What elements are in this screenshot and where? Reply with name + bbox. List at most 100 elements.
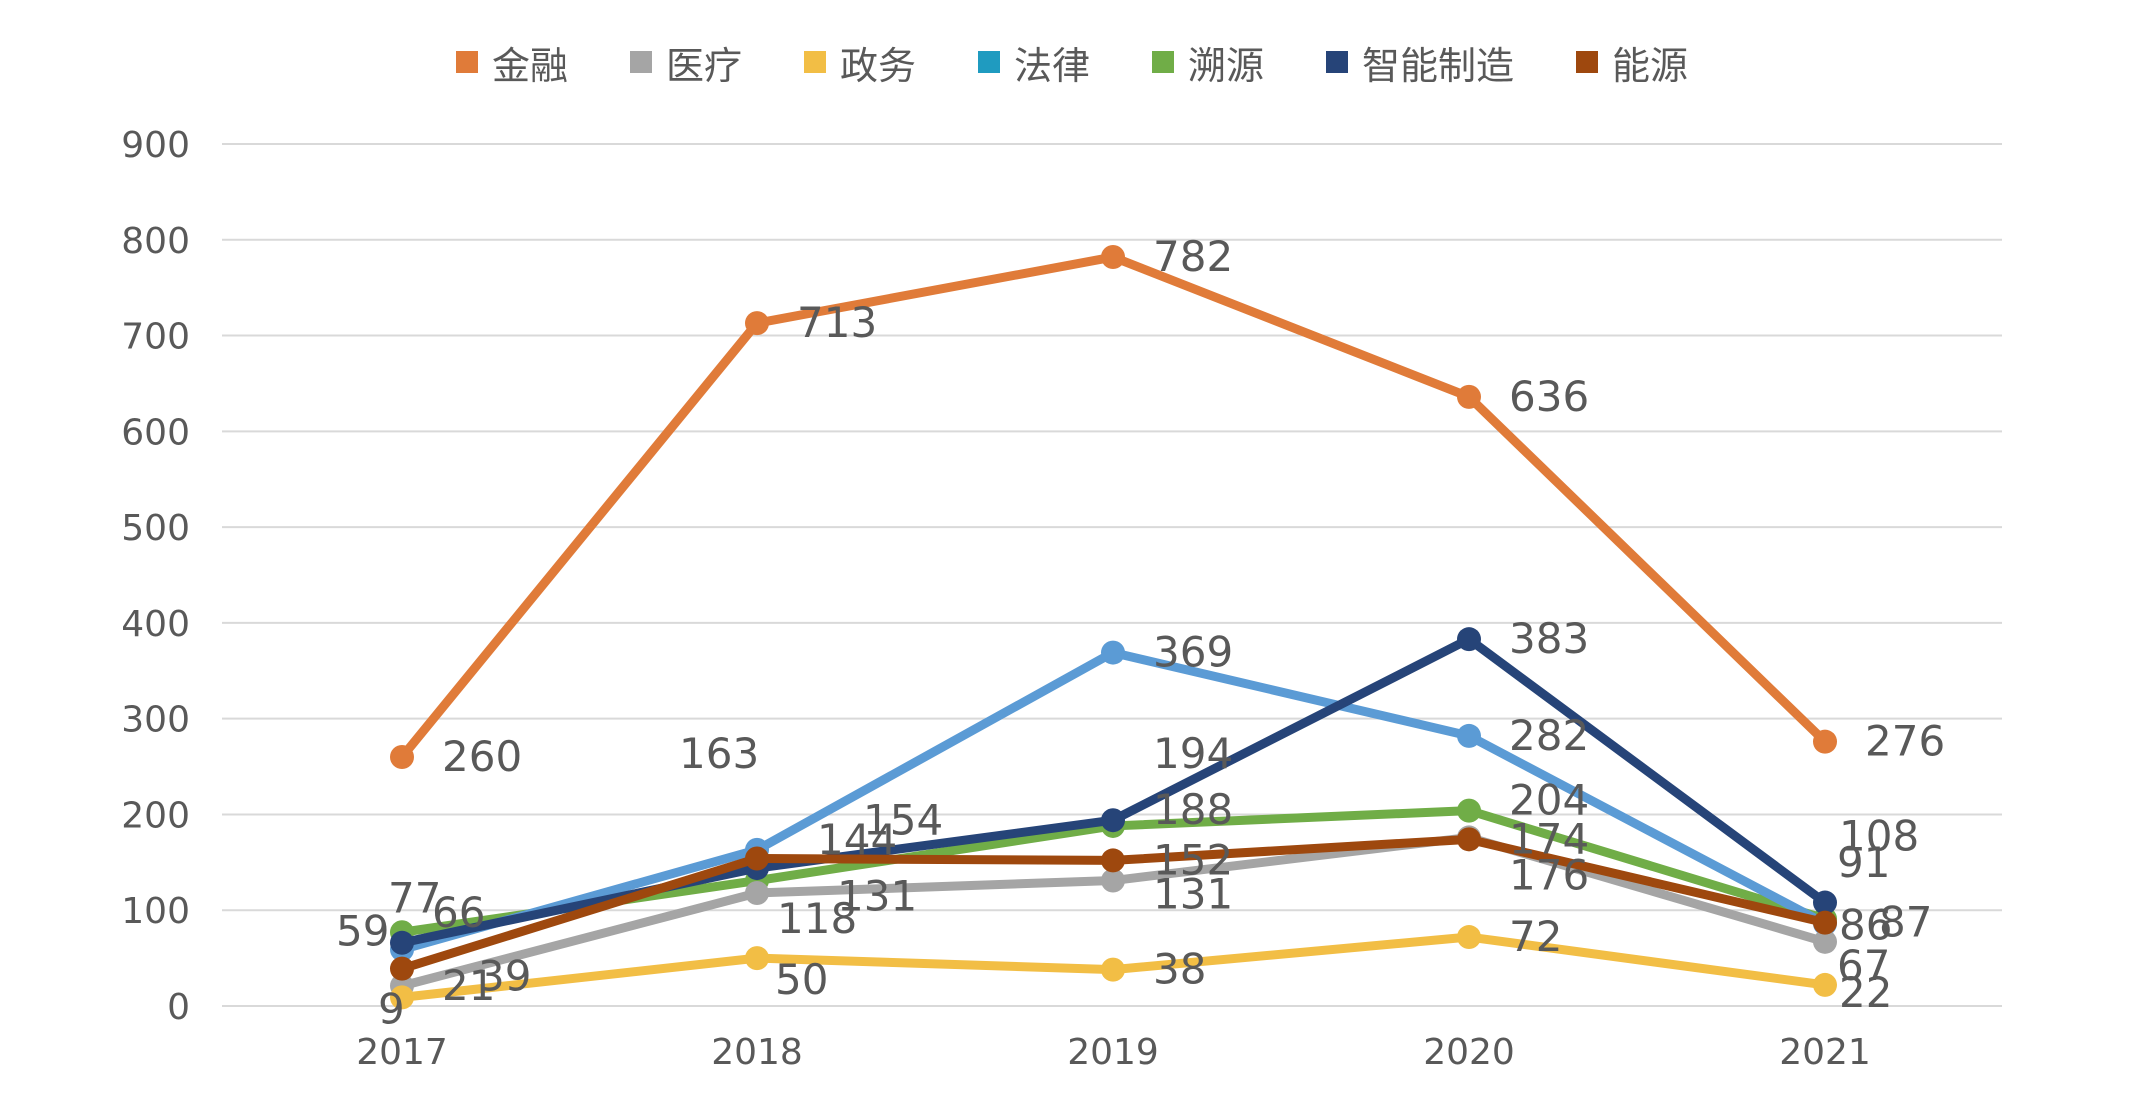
data-label: 713 bbox=[797, 298, 877, 347]
data-point bbox=[745, 846, 769, 871]
y-tick-label: 700 bbox=[121, 317, 190, 358]
data-label: 131 bbox=[1153, 870, 1233, 919]
legend-item: 智能制造 bbox=[1326, 35, 1514, 90]
legend-swatch bbox=[1326, 51, 1349, 73]
data-label: 194 bbox=[1153, 729, 1233, 778]
data-point bbox=[1813, 972, 1837, 997]
data-point bbox=[390, 744, 414, 769]
legend-swatch bbox=[977, 51, 1000, 73]
data-point bbox=[1101, 868, 1125, 893]
y-tick-label: 200 bbox=[121, 795, 190, 836]
data-point bbox=[1457, 723, 1481, 748]
legend-label: 法律 bbox=[1013, 43, 1090, 88]
data-point bbox=[1457, 627, 1481, 652]
legend-label: 医疗 bbox=[665, 43, 742, 88]
data-point bbox=[1101, 640, 1125, 665]
legend-item: 政务 bbox=[803, 35, 916, 90]
data-label: 118 bbox=[777, 894, 857, 943]
x-tick-label: 2017 bbox=[356, 1032, 448, 1073]
series-4 bbox=[390, 640, 1837, 962]
data-label: 176 bbox=[1509, 850, 1589, 899]
data-label: 131 bbox=[837, 872, 917, 921]
legend: 金融 医疗 政务 法律 溯源 智能制造 能源 bbox=[0, 32, 2144, 92]
data-label: 50 bbox=[775, 955, 828, 1004]
data-label: 152 bbox=[1153, 835, 1233, 884]
data-point bbox=[390, 956, 414, 981]
legend-label: 智能制造 bbox=[1362, 43, 1515, 88]
data-label: 21 bbox=[442, 961, 495, 1010]
data-label: 39 bbox=[478, 952, 531, 1001]
x-tick-label: 2021 bbox=[1779, 1032, 1871, 1073]
series-7 bbox=[390, 827, 1837, 981]
data-point bbox=[1813, 929, 1837, 954]
data-label: 636 bbox=[1509, 372, 1589, 421]
y-tick-label: 300 bbox=[121, 700, 190, 741]
legend-label: 金融 bbox=[491, 43, 568, 88]
data-point bbox=[1101, 245, 1125, 270]
legend-item: 医疗 bbox=[629, 35, 742, 90]
y-tick-label: 0 bbox=[167, 987, 190, 1028]
x-axis-ticks: 2017 2018 2019 2020 2021 bbox=[356, 1032, 1871, 1073]
data-label: 383 bbox=[1509, 614, 1589, 663]
legend-item: 能源 bbox=[1576, 35, 1688, 90]
y-axis-ticks: 0 100 200 300 400 500 600 700 800 900 bbox=[121, 125, 190, 1028]
x-tick-label: 2020 bbox=[1423, 1032, 1515, 1073]
legend-label: 溯源 bbox=[1188, 43, 1265, 88]
legend-swatch bbox=[803, 51, 826, 73]
data-point bbox=[1457, 925, 1481, 950]
data-label: 782 bbox=[1153, 232, 1233, 281]
data-label: 38 bbox=[1153, 945, 1206, 994]
data-point bbox=[1457, 827, 1481, 852]
data-point bbox=[1101, 808, 1125, 833]
y-tick-label: 400 bbox=[121, 604, 190, 645]
y-tick-label: 900 bbox=[121, 125, 190, 166]
legend-swatch bbox=[1576, 51, 1599, 73]
legend-swatch bbox=[455, 51, 478, 73]
data-label: 67 bbox=[1837, 941, 1890, 990]
legend-label: 政务 bbox=[839, 43, 916, 88]
legend-swatch bbox=[1152, 51, 1174, 73]
y-tick-label: 100 bbox=[121, 891, 190, 932]
data-point bbox=[1101, 848, 1125, 873]
data-label: 22 bbox=[1839, 968, 1892, 1017]
series-lines bbox=[390, 245, 1837, 1010]
data-label: 188 bbox=[1153, 785, 1233, 834]
data-point bbox=[390, 930, 414, 955]
data-point bbox=[745, 946, 769, 971]
data-label: 144 bbox=[817, 815, 897, 864]
data-label: 260 bbox=[442, 732, 522, 781]
data-label: 282 bbox=[1509, 711, 1589, 760]
data-label: 108 bbox=[1839, 812, 1919, 861]
data-label: 154 bbox=[863, 796, 943, 845]
y-tick-label: 500 bbox=[121, 508, 190, 549]
x-tick-label: 2019 bbox=[1067, 1032, 1159, 1073]
data-label: 87 bbox=[1879, 898, 1932, 947]
legend-item: 金融 bbox=[455, 35, 568, 90]
legend-swatch bbox=[629, 51, 652, 73]
y-tick-label: 800 bbox=[121, 221, 190, 262]
data-label: 276 bbox=[1865, 717, 1945, 766]
series-line bbox=[397, 634, 1830, 948]
data-label: 72 bbox=[1509, 912, 1562, 961]
x-tick-label: 2018 bbox=[711, 1032, 803, 1073]
y-tick-label: 600 bbox=[121, 412, 190, 453]
data-label: 66 bbox=[432, 888, 485, 937]
data-point bbox=[745, 880, 769, 905]
data-point bbox=[1813, 729, 1837, 754]
data-label: 369 bbox=[1153, 628, 1233, 677]
data-point bbox=[1457, 384, 1481, 409]
legend-item: 溯源 bbox=[1152, 35, 1264, 90]
legend-label: 能源 bbox=[1612, 43, 1689, 88]
data-label: 59 bbox=[336, 906, 389, 955]
data-point bbox=[1457, 798, 1481, 823]
data-point bbox=[1813, 890, 1837, 915]
data-point bbox=[390, 985, 414, 1010]
data-label: 91 bbox=[1837, 838, 1890, 887]
series-3 bbox=[390, 925, 1837, 1010]
data-label: 204 bbox=[1509, 776, 1589, 825]
data-point bbox=[1813, 910, 1837, 935]
gridlines bbox=[222, 143, 2002, 1007]
